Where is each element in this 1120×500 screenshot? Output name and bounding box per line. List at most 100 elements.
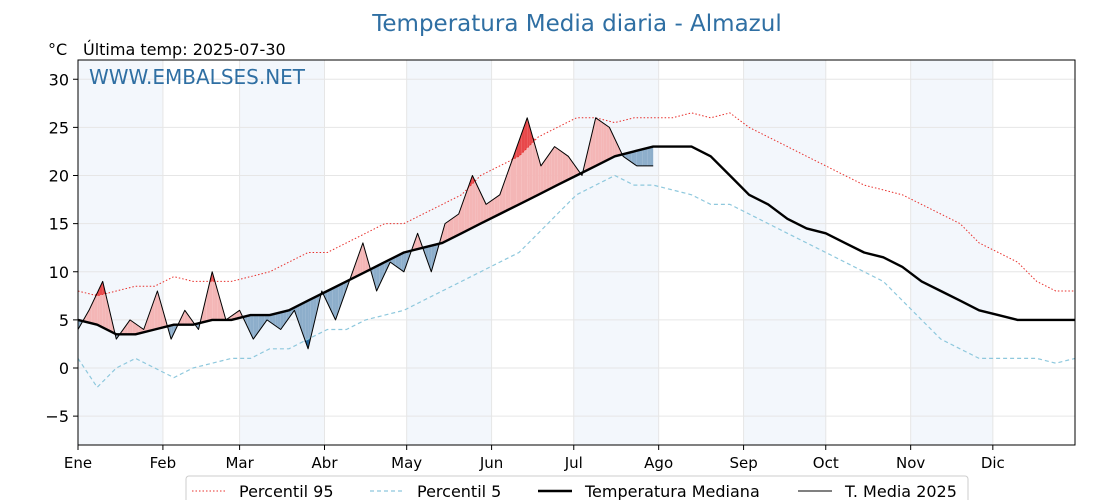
fill-below-median [171,324,174,340]
month-band [910,60,993,445]
month-band [239,60,325,445]
fill-above-p95 [524,117,528,151]
fill-below-median [253,315,257,340]
plot-area: WWW.EMBALSES.NET [77,59,1076,446]
fill-below-median [376,264,380,291]
fill-above-median [568,156,572,180]
fill-above-median [455,214,459,236]
fill-below-median [384,260,388,274]
fill-below-median [297,304,300,326]
x-tick-label: Nov [896,454,925,472]
fill-below-median [305,300,309,349]
fill-above-median [535,146,539,197]
fill-above-median [560,150,563,184]
fill-above-median [502,179,506,213]
fill-above-median [132,321,136,335]
fill-above-median [587,140,591,170]
fill-above-median [532,137,536,198]
fill-above-median [609,127,613,159]
fill-below-median [639,149,643,166]
fill-above-median [497,194,500,216]
fill-above-median [447,219,451,241]
fill-above-median [612,133,615,158]
fill-above-median [461,198,465,234]
fill-below-p5 [302,340,306,342]
fill-below-median [343,281,347,297]
fill-below-median [308,299,311,349]
plot-frame [77,59,1076,446]
fill-above-median [491,198,495,219]
x-tick-label: Jul [564,454,583,472]
fill-above-median [157,291,161,329]
fill-below-median [395,255,399,268]
fill-above-median [124,323,128,335]
chart-title: Temperatura Media diaria - Almazul [371,11,781,37]
unit-label: °C [48,40,67,59]
fill-above-median [565,154,569,181]
fill-below-median [280,311,284,330]
series-line-t2025 [77,117,654,350]
fill-above-median [464,190,467,232]
month-band [573,60,659,445]
fill-above-median [554,146,558,187]
fill-above-median [135,323,139,335]
fill-above-p95 [529,127,533,146]
fill-above-p95 [99,281,103,296]
x-tick-label: Jun [479,454,503,472]
fill-above-median [480,192,484,224]
fill-above-median [445,221,448,242]
y-tick-label: 30 [49,70,69,89]
y-tick-label: 0 [59,359,69,378]
fill-above-median [442,223,446,243]
fill-above-median [182,310,185,325]
fill-below-median [313,296,317,326]
legend-label-p95: Percentil 95 [239,482,334,500]
fill-above-median [475,181,478,227]
legend-label-t2025: T. Media 2025 [844,482,957,500]
fill-below-median [403,251,407,272]
y-tick-label: 20 [49,167,69,186]
fill-below-median [277,312,281,330]
fill-above-median [209,271,213,321]
fill-above-median [466,183,470,231]
fill-above-median [603,123,607,162]
x-tick-label: May [391,454,422,472]
fill-above-p95 [516,140,519,158]
fill-above-median [472,175,476,228]
fill-below-median [272,313,276,326]
x-tick-label: Mar [225,454,254,472]
fill-above-median [483,198,487,223]
fill-above-median [187,314,191,325]
fill-above-p95 [518,133,522,157]
fill-below-median [650,146,654,166]
fill-above-median [543,158,547,192]
series-line-p95 [77,112,1075,297]
fill-above-median [450,217,454,239]
fill-below-median [324,291,328,303]
fill-above-median [354,258,358,278]
fill-above-median [617,144,621,156]
fill-below-median [329,288,333,315]
legend-label-p5: Percentil 5 [417,482,501,500]
x-tick-label: Dic [981,454,1005,472]
fill-above-median [601,121,604,164]
fill-above-median [538,156,541,195]
fill-above-median [508,163,511,210]
y-tick-label: −5 [45,407,69,426]
fill-above-median [91,298,95,324]
fill-above-median [160,300,163,329]
fill-above-median [505,171,509,212]
fill-below-median [642,148,645,166]
fill-below-median [631,151,635,164]
fill-above-median [486,202,489,221]
fill-above-median [154,291,158,330]
x-tick-label: Oct [813,454,839,472]
legend-box [185,475,969,500]
fill-above-median [414,233,418,250]
fill-below-median [373,266,377,291]
fill-above-median [360,242,363,275]
fill-above-median [453,215,456,238]
fill-above-median [469,175,473,230]
legend-label-median: Temperatura Mediana [584,482,760,500]
fill-below-median [644,148,648,166]
